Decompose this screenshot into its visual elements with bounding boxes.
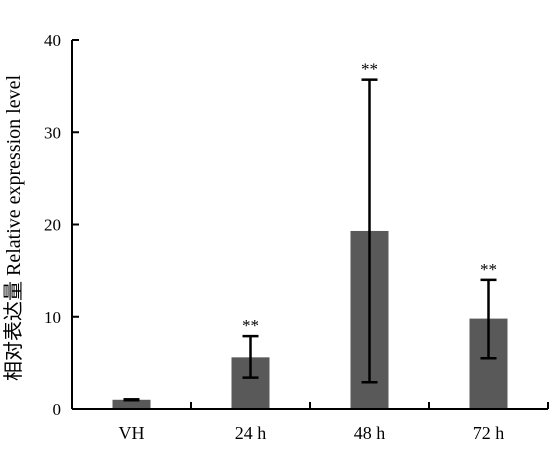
y-tick-label: 30 bbox=[44, 123, 61, 142]
y-tick-label: 40 bbox=[44, 31, 61, 50]
labels-layer: 0 10 20 30 40 VH ** 24 h ** 48 h ** 72 h bbox=[44, 31, 504, 443]
bar-vh bbox=[112, 399, 151, 409]
y-tick-label: 0 bbox=[53, 400, 62, 419]
y-tick-label: 10 bbox=[44, 308, 61, 327]
y-tick-label: 20 bbox=[44, 216, 61, 235]
significance-label: ** bbox=[242, 316, 259, 335]
y-axis-label: 相对表达量 Relative expression level bbox=[2, 75, 25, 381]
ticks-layer bbox=[72, 39, 549, 410]
significance-label: ** bbox=[480, 260, 497, 279]
x-tick-label: 72 h bbox=[473, 423, 505, 443]
x-tick-label: 24 h bbox=[235, 423, 267, 443]
error-bars-layer bbox=[123, 78, 497, 402]
x-tick-label: VH bbox=[119, 423, 145, 443]
x-tick-label: 48 h bbox=[354, 423, 386, 443]
bars-layer bbox=[112, 230, 508, 409]
significance-label: ** bbox=[361, 60, 378, 79]
